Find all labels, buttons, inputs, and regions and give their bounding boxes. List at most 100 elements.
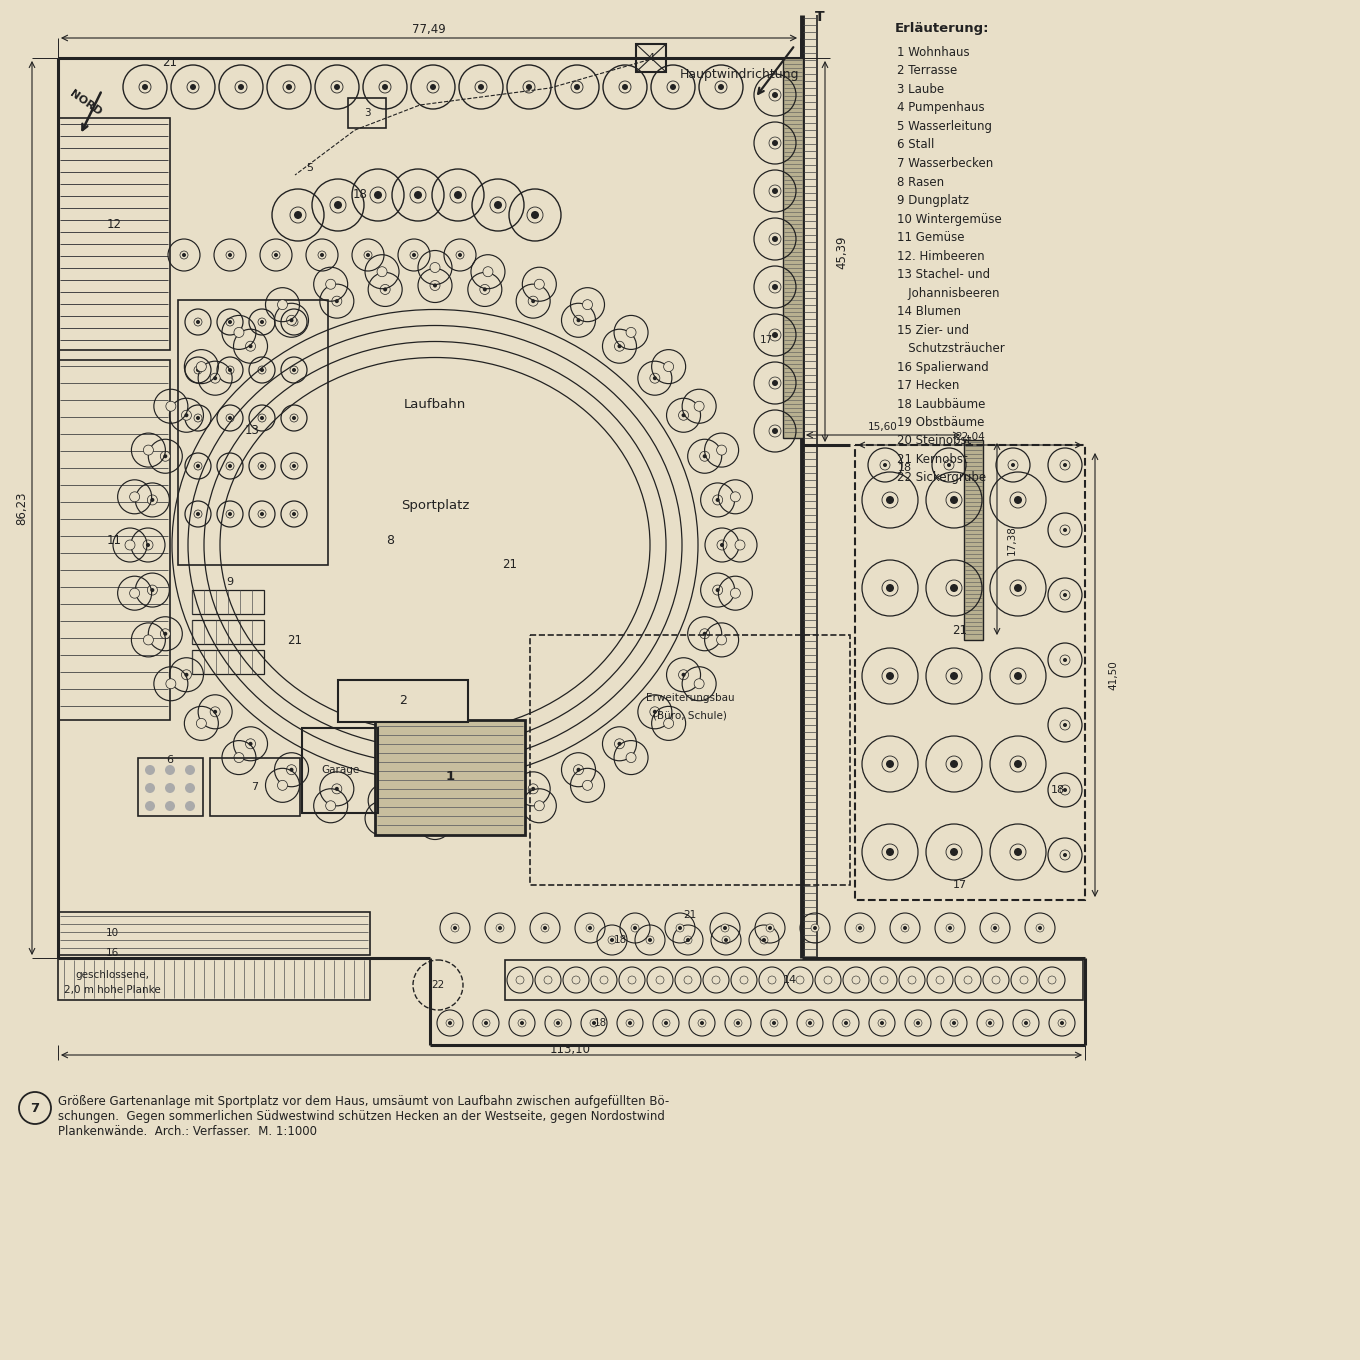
- Circle shape: [1015, 760, 1021, 768]
- Circle shape: [734, 1019, 743, 1027]
- Circle shape: [951, 849, 957, 855]
- Circle shape: [234, 328, 243, 337]
- Circle shape: [180, 252, 188, 258]
- Text: Sportplatz: Sportplatz: [401, 499, 469, 511]
- Circle shape: [626, 1019, 634, 1027]
- Circle shape: [626, 328, 636, 337]
- Circle shape: [125, 540, 135, 549]
- Circle shape: [952, 1021, 956, 1025]
- Circle shape: [143, 635, 154, 645]
- Circle shape: [290, 510, 298, 518]
- Text: 22: 22: [431, 981, 445, 990]
- Bar: [137, 758, 203, 816]
- Circle shape: [762, 938, 766, 942]
- Circle shape: [290, 318, 298, 326]
- Circle shape: [496, 923, 505, 932]
- Circle shape: [574, 84, 579, 90]
- Circle shape: [628, 976, 636, 985]
- Circle shape: [151, 498, 155, 502]
- Text: 21: 21: [287, 634, 302, 646]
- Circle shape: [294, 211, 302, 219]
- Circle shape: [143, 540, 152, 549]
- Circle shape: [1059, 460, 1070, 471]
- Circle shape: [646, 936, 654, 944]
- Circle shape: [1059, 656, 1070, 665]
- Text: NORD: NORD: [68, 88, 103, 117]
- Circle shape: [986, 1019, 994, 1027]
- Circle shape: [622, 84, 628, 90]
- Text: T: T: [815, 10, 824, 24]
- Circle shape: [947, 845, 962, 860]
- Circle shape: [290, 366, 298, 374]
- Text: 41,50: 41,50: [1108, 660, 1118, 690]
- Circle shape: [879, 1019, 885, 1027]
- Circle shape: [260, 511, 264, 515]
- Text: 9: 9: [226, 577, 234, 588]
- Circle shape: [855, 923, 864, 932]
- Circle shape: [947, 492, 962, 509]
- Circle shape: [194, 366, 203, 374]
- Circle shape: [1010, 668, 1025, 684]
- Circle shape: [631, 923, 639, 932]
- Bar: [58, 360, 170, 719]
- Circle shape: [1064, 658, 1068, 662]
- Circle shape: [335, 299, 339, 303]
- Text: 11 Gemüse: 11 Gemüse: [898, 231, 964, 243]
- Circle shape: [842, 1019, 850, 1027]
- Circle shape: [1010, 579, 1025, 596]
- Text: 8: 8: [386, 533, 394, 547]
- Circle shape: [1021, 1019, 1030, 1027]
- Text: 21: 21: [683, 910, 696, 919]
- Circle shape: [165, 764, 175, 775]
- Circle shape: [151, 588, 155, 592]
- Circle shape: [1015, 672, 1021, 680]
- Circle shape: [880, 460, 889, 471]
- Circle shape: [544, 976, 552, 985]
- Circle shape: [483, 287, 487, 291]
- Circle shape: [450, 188, 466, 203]
- Circle shape: [194, 510, 203, 518]
- Circle shape: [885, 496, 894, 505]
- Circle shape: [880, 976, 888, 985]
- Text: Hauptwindrichtung: Hauptwindrichtung: [680, 68, 800, 82]
- Text: 3 Laube: 3 Laube: [898, 83, 944, 97]
- Bar: [636, 44, 666, 72]
- Circle shape: [664, 718, 673, 729]
- Text: 7 Wasserbecken: 7 Wasserbecken: [898, 156, 993, 170]
- Circle shape: [824, 976, 832, 985]
- Circle shape: [679, 411, 688, 420]
- Circle shape: [181, 411, 192, 420]
- Circle shape: [730, 492, 740, 502]
- Circle shape: [194, 318, 203, 326]
- Circle shape: [768, 377, 781, 389]
- Circle shape: [715, 82, 728, 92]
- Circle shape: [768, 233, 781, 245]
- Circle shape: [185, 673, 189, 677]
- Circle shape: [260, 320, 264, 324]
- Circle shape: [335, 84, 340, 90]
- Circle shape: [951, 672, 957, 680]
- Circle shape: [430, 817, 441, 827]
- Circle shape: [481, 1019, 490, 1027]
- Circle shape: [1059, 785, 1070, 796]
- Bar: [339, 680, 468, 722]
- Text: 16: 16: [105, 948, 118, 957]
- Circle shape: [772, 1021, 777, 1025]
- Text: 18: 18: [1051, 785, 1065, 796]
- Circle shape: [325, 801, 336, 811]
- Circle shape: [374, 190, 382, 199]
- Circle shape: [228, 416, 233, 420]
- Bar: [375, 719, 525, 835]
- Circle shape: [662, 1019, 670, 1027]
- Circle shape: [532, 299, 534, 303]
- Circle shape: [226, 318, 234, 326]
- Circle shape: [1064, 724, 1068, 728]
- Text: 17,38: 17,38: [1006, 525, 1017, 555]
- Circle shape: [577, 768, 581, 771]
- Circle shape: [883, 756, 898, 772]
- Circle shape: [228, 320, 233, 324]
- Circle shape: [1064, 593, 1068, 597]
- Bar: [302, 728, 378, 813]
- Circle shape: [483, 798, 487, 802]
- Text: 17: 17: [760, 335, 772, 345]
